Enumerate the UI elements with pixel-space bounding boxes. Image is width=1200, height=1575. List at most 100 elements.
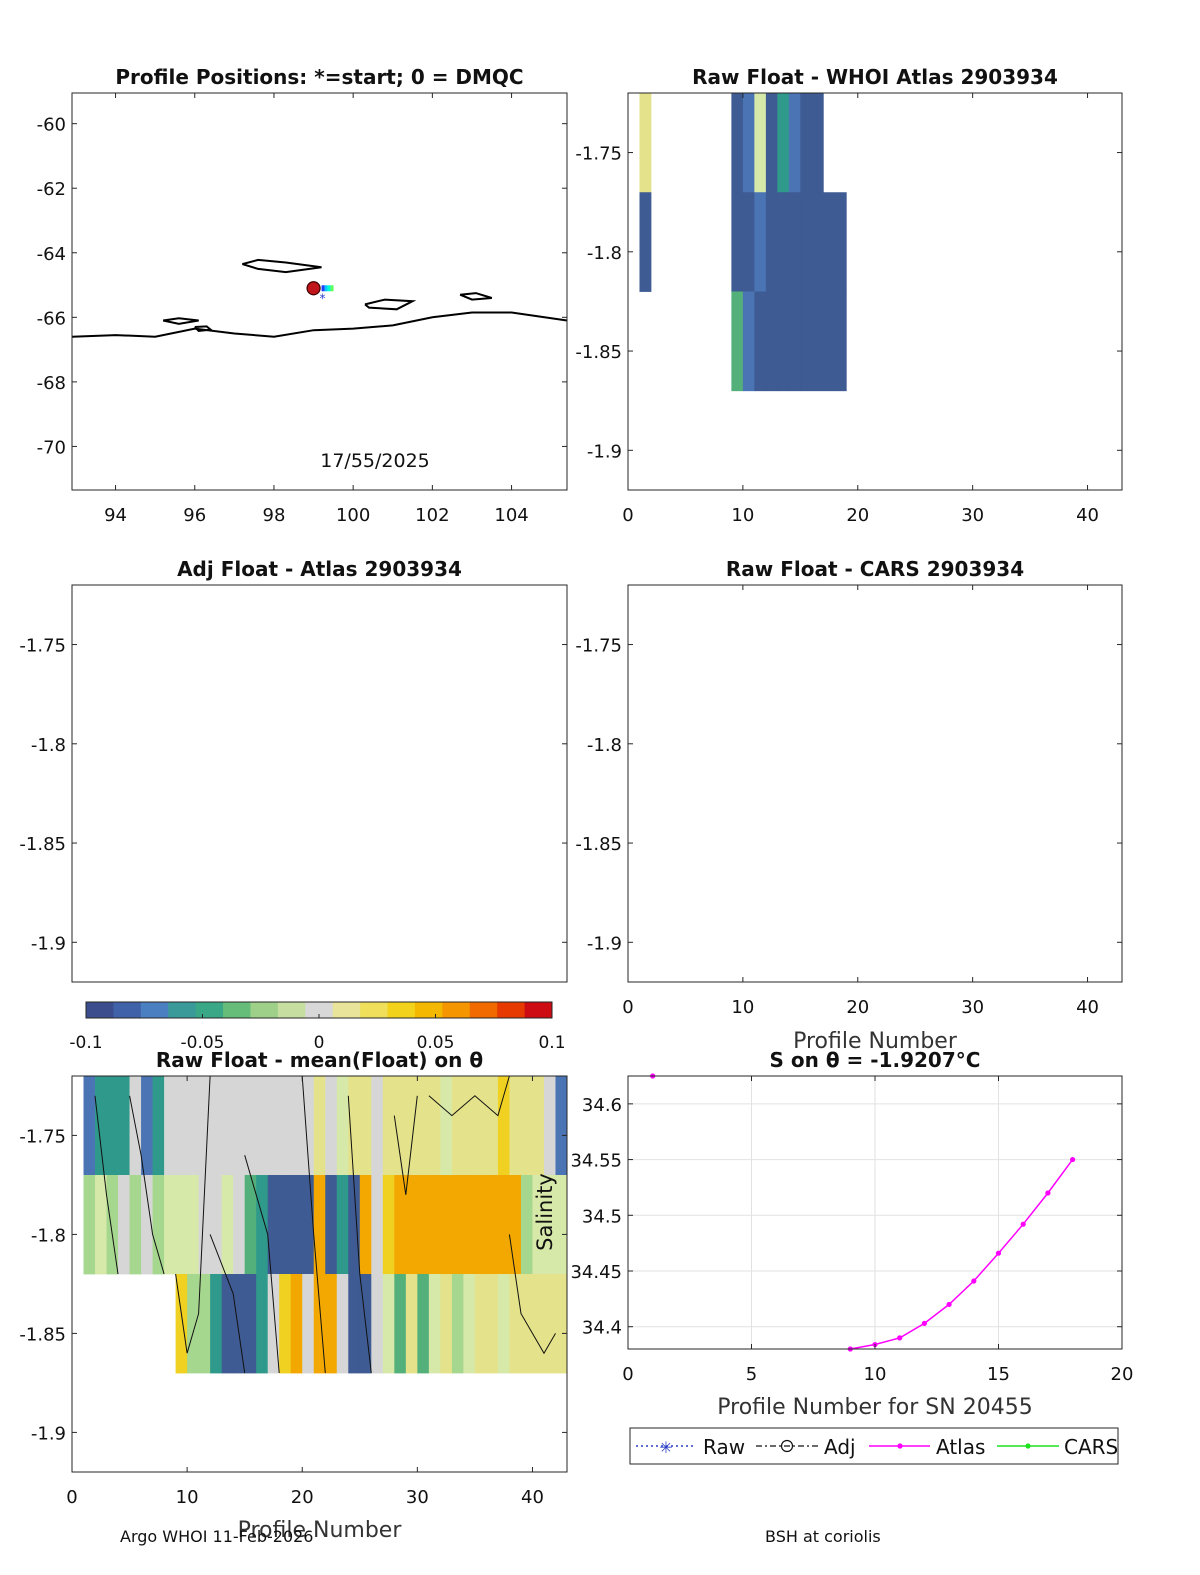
anomaly-cell	[325, 1076, 338, 1176]
raw-cars-xtick-label: 40	[1076, 997, 1099, 1018]
colorbar-segment	[195, 1002, 224, 1018]
coastline	[194, 325, 214, 332]
anomaly-cell	[486, 1076, 499, 1176]
colorbar-segment	[168, 1002, 197, 1018]
anomaly-cell	[474, 1076, 487, 1176]
anomaly-cell	[187, 1175, 200, 1275]
anomaly-cell	[543, 1175, 556, 1275]
adj-atlas-title: Adj Float - Atlas 2903934	[177, 557, 462, 581]
anomaly-cell	[279, 1274, 292, 1374]
anomaly-cell	[244, 1076, 257, 1176]
anomaly-cell	[382, 1175, 395, 1275]
anomaly-cell	[106, 1076, 119, 1176]
contour-line	[393, 1095, 418, 1195]
adj-atlas-ytick-label: -1.9	[31, 933, 66, 954]
raw-cars-ytick-label: -1.75	[575, 636, 622, 657]
adj-atlas-ytick-label: -1.8	[31, 735, 66, 756]
anomaly-cell	[451, 1175, 464, 1275]
s-on-theta-xtick-label: 5	[746, 1364, 757, 1385]
anomaly-cell	[118, 1175, 130, 1275]
anomaly-cell	[221, 1076, 234, 1176]
anomaly-cell	[451, 1076, 464, 1176]
contour-line	[175, 1075, 211, 1354]
colorbar-segment	[387, 1002, 416, 1018]
anomaly-cell	[141, 1076, 153, 1176]
anomaly-cell	[210, 1175, 223, 1275]
anomaly-cell	[290, 1274, 303, 1374]
anomaly-cell	[440, 1175, 453, 1275]
positions-title: Profile Positions: *=start; 0 = DMQC	[115, 65, 523, 89]
positions-ytick-label: -70	[37, 437, 66, 458]
colorbar-segment	[524, 1002, 553, 1018]
anomaly-cell	[428, 1274, 441, 1374]
positions-xtick-label: 102	[415, 505, 449, 526]
colorbar-segment	[497, 1002, 526, 1018]
anomaly-cell	[233, 1274, 246, 1374]
anomaly-ytick-label: -1.9	[31, 1423, 66, 1444]
positions-xtick-label: 94	[104, 505, 127, 526]
legend-adj-marker	[780, 1439, 794, 1453]
soth-xlabel: Profile Number for SN 20455	[717, 1395, 1032, 1420]
heatmap-cell	[777, 93, 790, 193]
atlas-point	[995, 1250, 1002, 1256]
heatmap-cell	[754, 291, 767, 392]
positions-ytick-label: -64	[37, 244, 66, 265]
anomaly-cell	[555, 1076, 568, 1176]
heatmap-cell	[777, 192, 790, 292]
positions-ytick-label: -62	[37, 179, 66, 200]
anomaly-cell	[233, 1175, 246, 1275]
colorbar-segment	[442, 1002, 471, 1018]
anomaly-cell	[175, 1274, 188, 1374]
anomaly-cell	[325, 1274, 338, 1374]
anomaly-cell	[497, 1175, 510, 1275]
anomaly-cell	[440, 1274, 453, 1374]
anomaly-ytick-label: -1.85	[19, 1324, 66, 1345]
anomaly-ytick-label: -1.8	[31, 1225, 66, 1246]
atlas-point	[921, 1320, 928, 1326]
anomaly-cell	[244, 1175, 257, 1275]
anomaly-cell	[474, 1274, 487, 1374]
anomaly-cell	[405, 1076, 418, 1176]
anomaly-cell	[463, 1175, 476, 1275]
coastline	[459, 292, 493, 301]
date-annotation: 17/55/2025	[320, 450, 430, 472]
track-color-segment	[330, 285, 334, 292]
raw-atlas-xtick-label: 30	[961, 505, 984, 526]
positions-xtick-label: 100	[336, 505, 370, 526]
anomaly-cell	[405, 1175, 418, 1275]
anomaly-cell	[267, 1274, 280, 1374]
heatmap-cell	[765, 291, 778, 392]
heatmap-cell	[731, 93, 744, 193]
anomaly-cell	[210, 1274, 223, 1374]
raw-atlas-title: Raw Float - WHOI Atlas 2903934	[692, 65, 1058, 89]
coastline	[242, 258, 322, 274]
track-color-segment	[327, 285, 331, 292]
anomaly-cell	[302, 1274, 315, 1374]
anomaly-cell	[486, 1175, 499, 1275]
heatmap-cell	[823, 192, 847, 292]
anomaly-cell	[417, 1076, 430, 1176]
adj-atlas-axes-box	[71, 584, 568, 983]
anomaly-cell	[371, 1274, 384, 1374]
anomaly-cell	[210, 1076, 223, 1176]
positions-xtick-label: 104	[494, 505, 528, 526]
legend-atlas-label: Atlas	[936, 1435, 985, 1459]
anomaly-cell	[336, 1274, 349, 1374]
anomaly-cell	[359, 1076, 372, 1176]
coastline	[162, 317, 199, 325]
positions-ytick-label: -60	[37, 115, 66, 136]
heatmap-cell	[639, 93, 652, 193]
heatmap-cell	[639, 192, 652, 292]
raw-cars-xtick-label: 0	[622, 997, 633, 1018]
anomaly-cell	[83, 1175, 96, 1275]
heatmap-cell	[777, 291, 790, 392]
contour-line	[301, 1075, 326, 1374]
atlas-point	[971, 1278, 977, 1284]
anomaly-cell	[509, 1175, 522, 1275]
legend-raw-label: Raw	[703, 1435, 745, 1459]
legend-atlas-marker	[897, 1443, 903, 1449]
s-on-theta-xtick-label: 15	[987, 1364, 1010, 1385]
positions-xtick-label: 98	[263, 505, 286, 526]
anomaly-cell	[336, 1076, 349, 1176]
